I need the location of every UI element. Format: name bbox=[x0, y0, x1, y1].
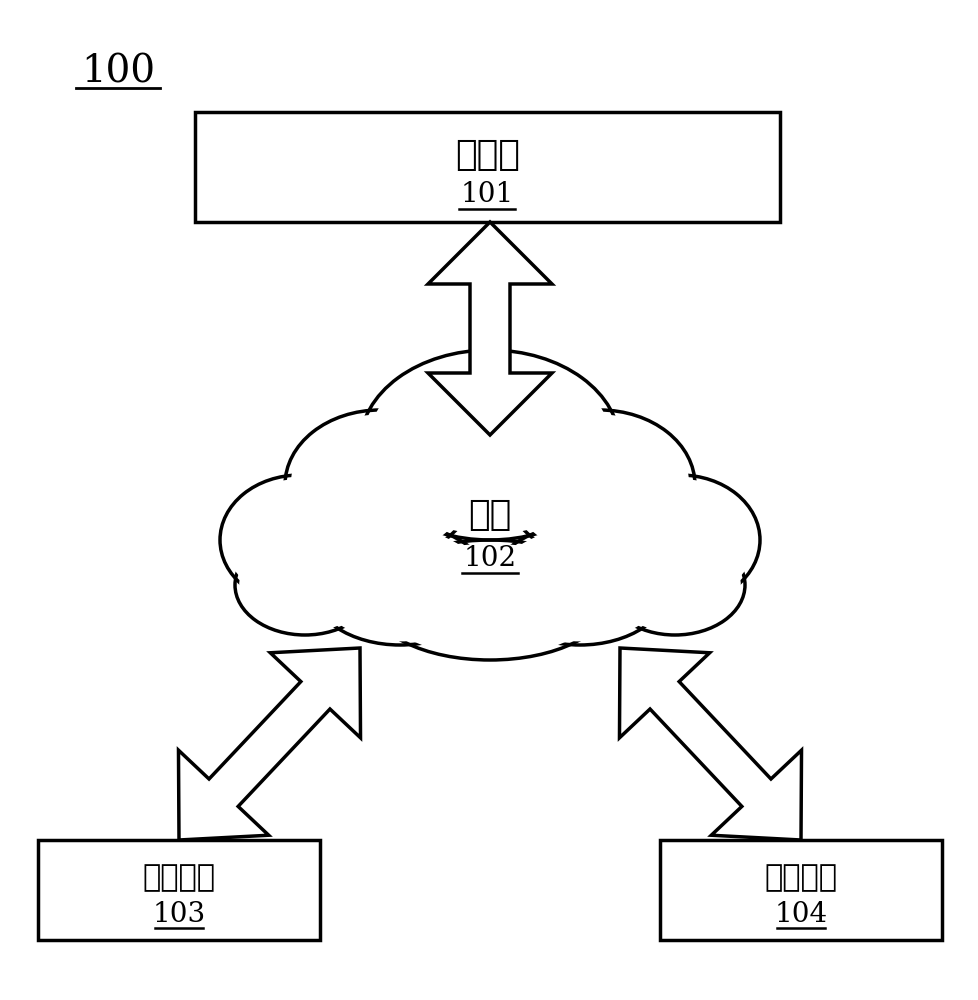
Bar bbox=[195, 112, 779, 222]
Bar bbox=[38, 840, 320, 940]
Ellipse shape bbox=[604, 535, 744, 635]
Text: 承运终端: 承运终端 bbox=[764, 862, 836, 894]
Text: 104: 104 bbox=[774, 902, 826, 928]
Ellipse shape bbox=[511, 414, 689, 556]
Ellipse shape bbox=[285, 410, 474, 560]
Ellipse shape bbox=[225, 479, 375, 601]
Ellipse shape bbox=[239, 538, 371, 632]
Text: 102: 102 bbox=[463, 544, 516, 572]
Ellipse shape bbox=[310, 525, 490, 645]
Ellipse shape bbox=[495, 529, 664, 641]
Polygon shape bbox=[619, 648, 801, 840]
Ellipse shape bbox=[360, 350, 619, 540]
Polygon shape bbox=[427, 222, 552, 435]
Ellipse shape bbox=[505, 410, 694, 560]
Text: 托运终端: 托运终端 bbox=[143, 862, 215, 894]
Ellipse shape bbox=[604, 479, 754, 601]
Ellipse shape bbox=[315, 529, 484, 641]
Ellipse shape bbox=[235, 535, 375, 635]
Ellipse shape bbox=[220, 475, 379, 605]
Bar bbox=[659, 840, 941, 940]
Ellipse shape bbox=[368, 356, 611, 534]
Ellipse shape bbox=[608, 538, 740, 632]
Text: 101: 101 bbox=[461, 182, 513, 209]
Text: 网络: 网络 bbox=[467, 498, 511, 532]
Ellipse shape bbox=[370, 540, 609, 660]
Ellipse shape bbox=[290, 414, 468, 556]
Text: 100: 100 bbox=[81, 53, 155, 91]
Ellipse shape bbox=[377, 544, 602, 656]
Text: 103: 103 bbox=[153, 902, 205, 928]
Ellipse shape bbox=[600, 475, 759, 605]
Polygon shape bbox=[178, 648, 360, 840]
Text: 服务器: 服务器 bbox=[455, 138, 519, 172]
Ellipse shape bbox=[490, 525, 669, 645]
